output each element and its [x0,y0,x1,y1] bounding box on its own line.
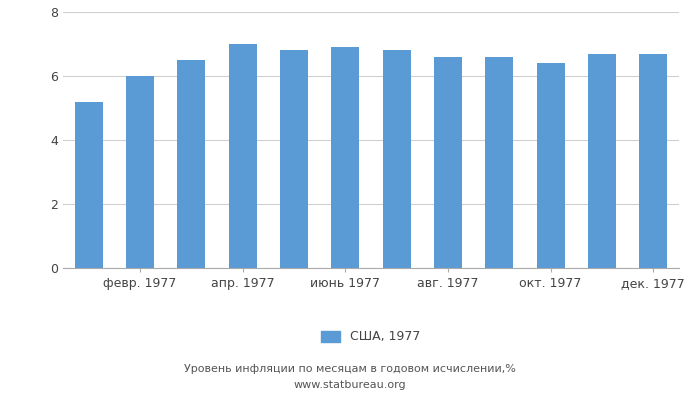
Legend: США, 1977: США, 1977 [316,326,426,348]
Text: Уровень инфляции по месяцам в годовом исчислении,%: Уровень инфляции по месяцам в годовом ис… [184,364,516,374]
Bar [382,50,411,268]
Bar [536,63,565,268]
Bar [588,54,616,268]
Bar [126,76,154,268]
Bar [331,47,360,268]
Text: www.statbureau.org: www.statbureau.org [294,380,406,390]
Bar [280,50,308,268]
Bar [228,44,257,268]
Bar [485,57,513,268]
Bar [177,60,206,268]
Bar [434,57,462,268]
Bar [74,102,103,268]
Bar [639,54,667,268]
